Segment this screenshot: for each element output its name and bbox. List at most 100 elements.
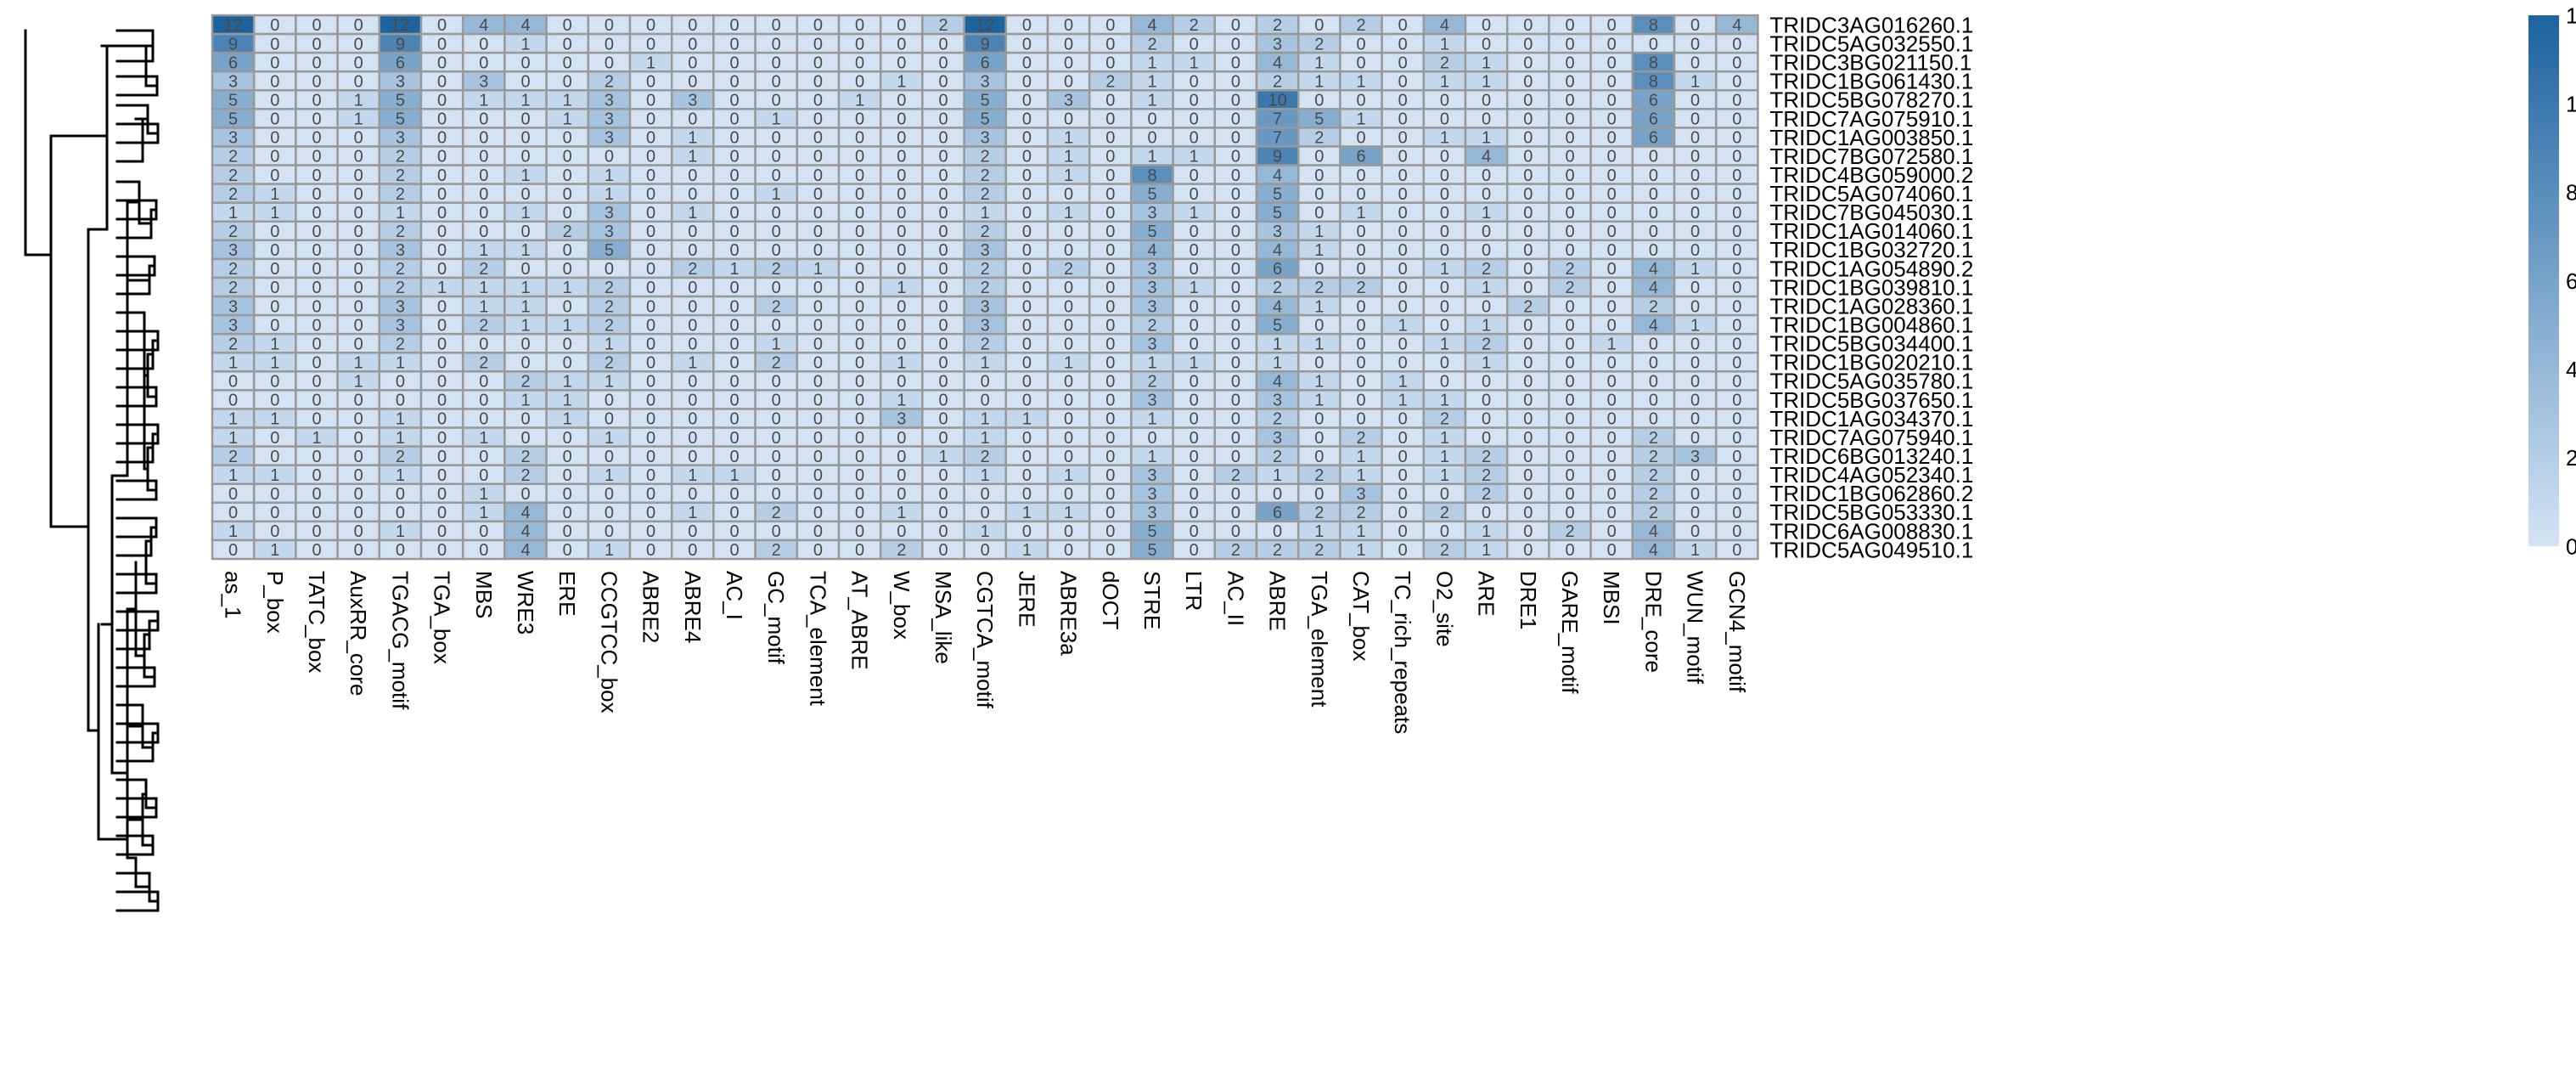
cell-value-label: 0 [1314, 316, 1324, 335]
cell-value-label: 0 [646, 373, 655, 392]
cell-value-label: 0 [312, 448, 321, 466]
cell-value-label: 0 [772, 54, 781, 72]
cell-value-label: 1 [563, 92, 572, 110]
cell-value-label: 0 [396, 485, 405, 504]
cell-value-label: 6 [1649, 92, 1658, 110]
cell-value-label: 3 [228, 241, 238, 260]
cell-value-label: 0 [1649, 185, 1658, 204]
cell-value-label: 0 [1440, 92, 1449, 110]
cell-value-label: 0 [228, 373, 238, 392]
cell-value-label: 0 [1565, 148, 1574, 166]
cell-value-label: 0 [1231, 392, 1240, 410]
cell-value-label: 0 [354, 204, 363, 223]
cell-value-label: 1 [605, 335, 614, 353]
cell-value-label: 0 [938, 429, 948, 448]
cell-value-label: 0 [729, 485, 739, 504]
cell-value-label: 1 [520, 35, 530, 54]
cell-value-label: 0 [1649, 35, 1658, 54]
cell-value-label: 0 [354, 185, 363, 204]
cell-value-label: 1 [354, 92, 363, 110]
cell-value-label: 2 [479, 354, 488, 373]
colorbar-tick-label: 4 [2566, 357, 2576, 382]
cell-value-label: 0 [1064, 54, 1073, 72]
cell-value-label: 0 [563, 54, 572, 72]
cell-value-label: 0 [1231, 316, 1240, 335]
cell-value-label: 5 [396, 110, 405, 129]
cell-value-label: 0 [688, 110, 697, 129]
cell-value-label: 1 [520, 92, 530, 110]
cell-value-label: 0 [688, 54, 697, 72]
cell-value-label: 4 [1649, 522, 1658, 541]
cell-value-label: 0 [354, 485, 363, 504]
row-labels: TRIDC3AG016260.1TRIDC5AG032550.1TRIDC3BG… [1769, 12, 1973, 562]
cell-value-label: 0 [1105, 54, 1115, 72]
cell-value-label: 0 [855, 110, 864, 129]
colorbar-gradient [2528, 15, 2559, 546]
cell-value-label: 0 [563, 448, 572, 466]
cell-value-label: 2 [1273, 410, 1282, 429]
cell-value-label: 0 [1649, 373, 1658, 392]
cell-value-label: 0 [1690, 410, 1700, 429]
cell-value-label: 2 [605, 354, 614, 373]
cell-value-label: 0 [479, 166, 488, 185]
cell-value-label: 0 [354, 504, 363, 522]
column-label: DRE_core [1640, 571, 1666, 673]
cell-value-label: 0 [1105, 185, 1115, 204]
cell-value-label: 0 [520, 223, 530, 241]
cell-value-label: 1 [354, 373, 363, 392]
cell-value-label: 0 [1105, 129, 1115, 148]
cell-value-label: 0 [855, 448, 864, 466]
cell-value-label: 0 [646, 148, 655, 166]
cell-value-label: 3 [1147, 279, 1156, 297]
cell-value-label: 0 [1190, 541, 1199, 560]
cell-value-label: 0 [1649, 241, 1658, 260]
cell-value-label: 0 [938, 485, 948, 504]
cell-value-label: 0 [688, 35, 697, 54]
cell-value-label: 0 [1190, 92, 1199, 110]
cell-value-label: 5 [1273, 316, 1282, 335]
cell-value-label: 0 [1607, 504, 1617, 522]
cell-value-label: 0 [1356, 392, 1365, 410]
cell-value-label: 3 [228, 72, 238, 91]
cell-value-label: 0 [1064, 223, 1073, 241]
cell-value-label: 0 [897, 485, 906, 504]
cell-value-label: 4 [1273, 297, 1282, 316]
cell-value-label: 0 [646, 316, 655, 335]
cell-value-label: 0 [1064, 448, 1073, 466]
cell-value-label: 2 [981, 335, 990, 353]
cell-value-label: 1 [1314, 72, 1324, 91]
cell-value-label: 0 [270, 129, 279, 148]
cell-value-label: 0 [772, 72, 781, 91]
cell-value-label: 0 [646, 260, 655, 279]
cell-value-label: 0 [813, 204, 823, 223]
cell-value-label: 0 [1565, 485, 1574, 504]
cell-value-label: 0 [938, 504, 948, 522]
cell-value-label: 4 [520, 16, 530, 35]
cell-value-label: 0 [1732, 54, 1741, 72]
cell-value-label: 0 [1607, 297, 1617, 316]
cell-value-label: 0 [688, 448, 697, 466]
cell-value-label: 0 [646, 429, 655, 448]
heatmap-cells: 12 0 0 0 12 0 4 4 0 0 0 0 0 0 0 0 0 2 12 0 0 0 4 2 0 2 0 2 0 4 0 0 0 0 8 0 4… [211, 14, 1759, 561]
cell-value-label: 1 [1690, 316, 1700, 335]
cell-value-label: 0 [855, 373, 864, 392]
cell-value-label: 0 [354, 541, 363, 560]
cell-value-label: 0 [1565, 54, 1574, 72]
cell-value-label: 0 [1314, 204, 1324, 223]
cell-value-label: 1 [354, 110, 363, 129]
cell-value-label: 0 [1231, 410, 1240, 429]
cell-value-label: 1 [479, 297, 488, 316]
cell-value-label: 0 [688, 335, 697, 353]
column-label: TGA_element [1307, 571, 1332, 708]
cell-value-label: 0 [270, 54, 279, 72]
cell-value-label: 0 [312, 373, 321, 392]
cell-value-label: 1 [1482, 54, 1491, 72]
cell-value-label: 0 [897, 223, 906, 241]
cell-value-label: 1 [1398, 316, 1408, 335]
cell-value-label: 0 [1022, 204, 1032, 223]
cell-value-label: 2 [1314, 466, 1324, 485]
cell-value-label: 0 [897, 429, 906, 448]
cell-value-label: 0 [354, 335, 363, 353]
cell-value-label: 0 [270, 504, 279, 522]
cell-value-label: 1 [1607, 335, 1617, 353]
